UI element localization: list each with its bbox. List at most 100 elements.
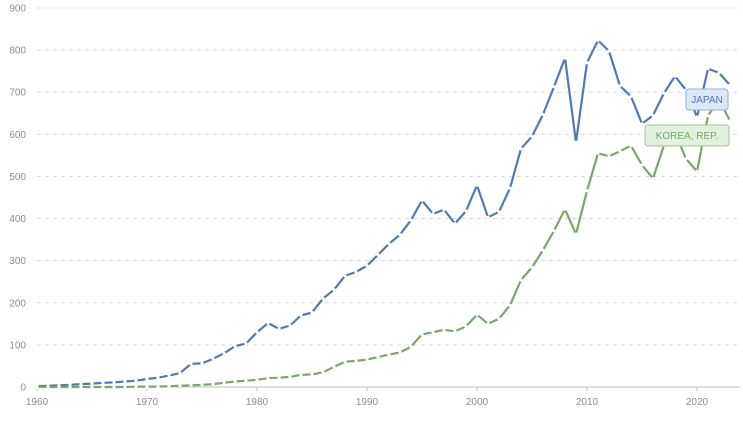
data-point-japan-2023[interactable] [728,83,732,87]
data-point-korea-rep-2020[interactable] [695,169,699,173]
data-point-japan-1997[interactable] [442,208,446,212]
data-point-korea-rep-2005[interactable] [530,265,534,269]
data-point-korea-rep-2010[interactable] [585,189,589,193]
data-point-korea-rep-1979[interactable] [244,379,248,383]
data-point-korea-rep-1992[interactable] [387,353,391,357]
data-point-japan-1996[interactable] [431,212,435,216]
data-point-korea-rep-2003[interactable] [508,303,512,307]
data-point-japan-2017[interactable] [662,91,666,95]
data-point-korea-rep-1976[interactable] [211,382,215,386]
data-point-korea-rep-1973[interactable] [178,384,182,388]
data-point-japan-2014[interactable] [629,94,633,98]
data-point-japan-1973[interactable] [178,371,182,375]
data-point-korea-rep-2021[interactable] [706,114,710,118]
data-point-korea-rep-1980[interactable] [255,378,259,382]
data-point-japan-1976[interactable] [211,357,215,361]
data-point-korea-rep-1964[interactable] [79,385,83,389]
data-point-korea-rep-1977[interactable] [222,381,226,385]
data-point-japan-1965[interactable] [90,382,94,386]
data-point-japan-1989[interactable] [354,270,358,274]
data-point-japan-2005[interactable] [530,134,534,138]
data-point-japan-1986[interactable] [321,297,325,301]
data-point-japan-1998[interactable] [453,222,457,226]
legend-label-japan[interactable]: JAPAN [685,88,729,111]
legend-label-korea-rep[interactable]: KOREA, REP. [644,124,730,147]
data-point-japan-1975[interactable] [200,361,204,365]
data-point-korea-rep-1994[interactable] [409,345,413,349]
data-point-korea-rep-1961[interactable] [46,385,50,389]
data-point-korea-rep-1971[interactable] [156,385,160,389]
data-point-japan-1991[interactable] [376,253,380,257]
data-point-japan-1964[interactable] [79,382,83,386]
data-point-japan-1982[interactable] [277,327,281,331]
data-point-japan-1979[interactable] [244,342,248,346]
data-point-korea-rep-1993[interactable] [398,350,402,355]
data-point-japan-2009[interactable] [574,140,578,144]
data-point-japan-1972[interactable] [167,374,171,378]
data-point-japan-2007[interactable] [552,85,556,89]
data-point-japan-1983[interactable] [288,323,292,328]
data-point-korea-rep-1997[interactable] [442,328,446,332]
data-point-japan-2012[interactable] [607,49,611,53]
data-point-korea-rep-2016[interactable] [651,176,655,181]
data-point-korea-rep-2009[interactable] [574,232,578,236]
data-point-japan-2000[interactable] [475,183,479,187]
data-point-japan-1999[interactable] [464,209,468,213]
data-point-japan-1968[interactable] [123,379,127,384]
data-point-korea-rep-1975[interactable] [200,383,204,387]
data-point-korea-rep-2013[interactable] [618,149,622,153]
data-point-korea-rep-2015[interactable] [640,163,644,167]
data-point-korea-rep-2004[interactable] [519,278,523,282]
data-point-japan-2013[interactable] [618,84,622,88]
data-point-korea-rep-2023[interactable] [728,119,732,123]
data-point-japan-2020[interactable] [695,115,699,119]
data-point-japan-2016[interactable] [651,113,655,117]
data-point-japan-1977[interactable] [222,351,226,355]
data-point-japan-1988[interactable] [343,274,347,278]
data-point-korea-rep-2014[interactable] [629,144,633,148]
data-point-korea-rep-1991[interactable] [376,355,380,359]
data-point-japan-2011[interactable] [596,38,600,43]
data-point-korea-rep-2011[interactable] [596,151,600,155]
data-point-korea-rep-1998[interactable] [453,329,457,333]
data-point-japan-1969[interactable] [134,379,138,383]
data-point-korea-rep-1978[interactable] [233,379,237,384]
data-point-korea-rep-1962[interactable] [57,385,61,389]
data-point-japan-2021[interactable] [706,67,710,71]
data-point-korea-rep-1987[interactable] [332,365,336,369]
data-point-korea-rep-1966[interactable] [101,385,105,389]
data-point-japan-2006[interactable] [541,112,545,117]
data-point-korea-rep-1989[interactable] [354,359,358,363]
data-point-korea-rep-1967[interactable] [112,385,116,389]
data-point-japan-1995[interactable] [420,198,424,202]
data-point-korea-rep-1984[interactable] [299,373,303,377]
data-point-korea-rep-1988[interactable] [343,360,347,364]
data-point-japan-2010[interactable] [585,61,589,65]
data-point-japan-2004[interactable] [519,147,523,151]
data-point-japan-1970[interactable] [145,377,149,381]
data-point-japan-2003[interactable] [508,186,512,190]
data-point-japan-1978[interactable] [233,344,237,348]
data-point-korea-rep-2000[interactable] [475,313,479,317]
data-point-korea-rep-1972[interactable] [167,384,171,388]
data-point-korea-rep-1996[interactable] [431,330,435,334]
data-point-korea-rep-2007[interactable] [552,229,556,233]
data-point-korea-rep-2008[interactable] [563,207,567,211]
data-point-korea-rep-1999[interactable] [464,324,468,328]
data-point-korea-rep-2001[interactable] [486,322,490,326]
data-point-japan-1981[interactable] [266,321,270,325]
data-point-japan-2002[interactable] [497,210,501,214]
data-point-korea-rep-1981[interactable] [266,376,270,380]
data-point-japan-2008[interactable] [563,56,567,60]
data-point-japan-1984[interactable] [299,313,303,317]
data-point-japan-1987[interactable] [332,288,336,292]
data-point-japan-1980[interactable] [255,330,259,334]
data-point-korea-rep-1960[interactable] [35,385,39,389]
data-point-korea-rep-2006[interactable] [541,248,545,252]
data-point-korea-rep-1963[interactable] [68,385,72,389]
data-point-japan-2001[interactable] [486,215,490,219]
data-point-japan-1967[interactable] [112,380,116,384]
data-point-japan-1990[interactable] [365,264,369,268]
data-point-korea-rep-2019[interactable] [684,157,688,161]
data-point-korea-rep-1990[interactable] [365,358,369,362]
